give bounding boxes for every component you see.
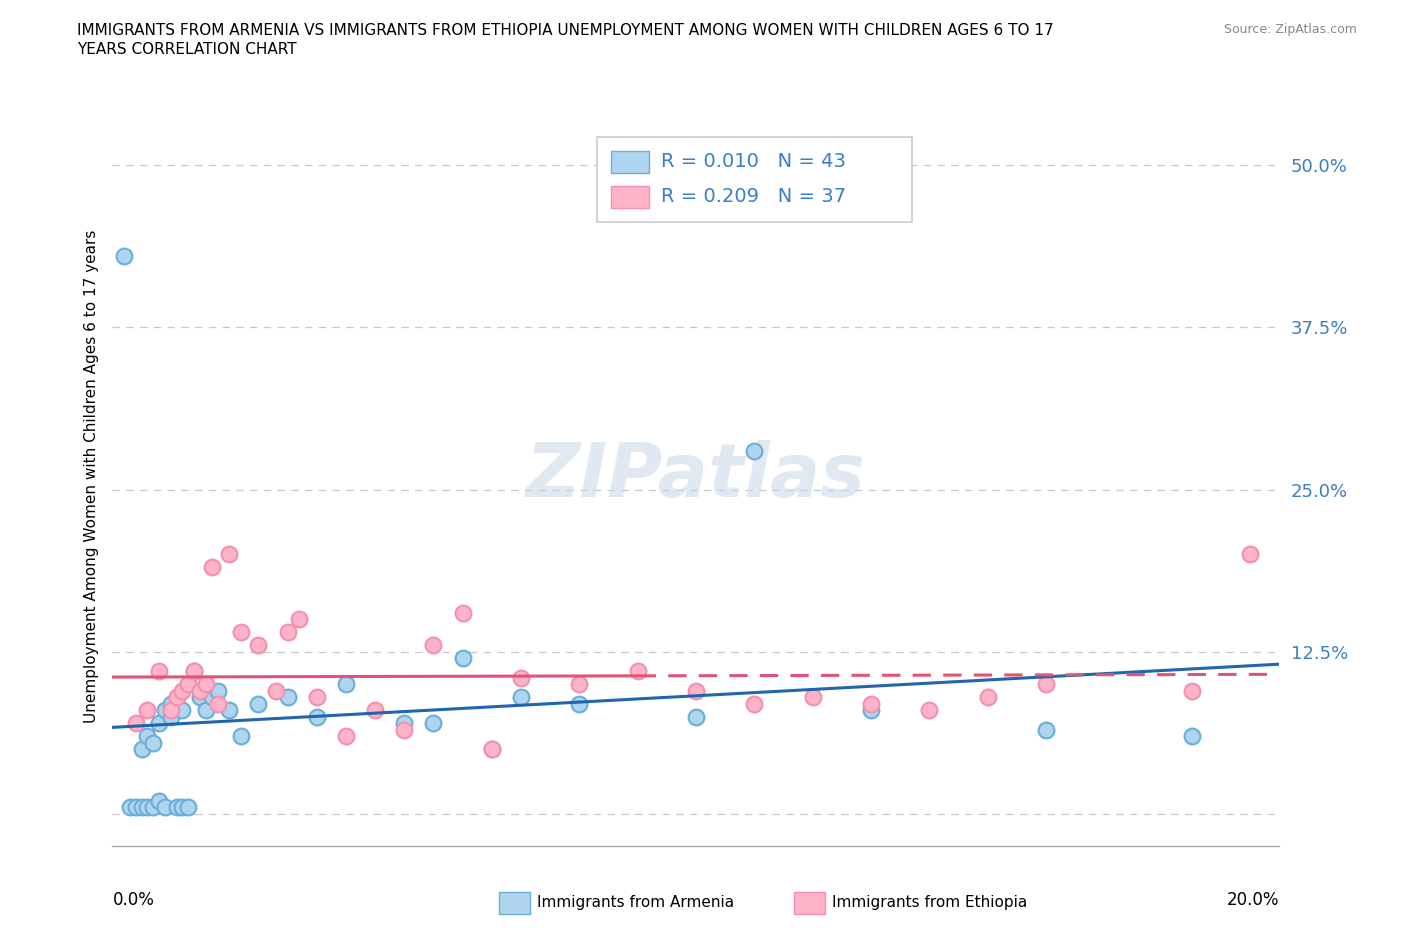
Point xyxy=(918,703,941,718)
Point xyxy=(801,690,824,705)
Point xyxy=(394,716,416,731)
Point xyxy=(860,703,883,718)
Point xyxy=(451,651,474,666)
Point xyxy=(394,722,416,737)
Point xyxy=(247,697,270,711)
Point xyxy=(229,625,252,640)
Point xyxy=(172,703,194,718)
Point xyxy=(481,741,503,756)
Point xyxy=(742,444,765,458)
Point xyxy=(142,800,165,815)
Point xyxy=(188,684,211,698)
Point xyxy=(742,697,765,711)
Point xyxy=(118,800,141,815)
Point xyxy=(218,703,240,718)
Point xyxy=(229,728,252,743)
Point xyxy=(160,703,183,718)
Point xyxy=(188,690,211,705)
Text: R = 0.209   N = 37: R = 0.209 N = 37 xyxy=(661,187,846,206)
Bar xyxy=(610,186,650,208)
Point xyxy=(481,741,503,756)
Point xyxy=(422,716,444,731)
Point xyxy=(276,690,298,705)
Point xyxy=(177,677,200,692)
Point xyxy=(172,800,194,815)
Point xyxy=(218,547,240,562)
Point xyxy=(1239,547,1261,562)
Point xyxy=(509,671,531,685)
Point xyxy=(860,697,883,711)
Text: IMMIGRANTS FROM ARMENIA VS IMMIGRANTS FROM ETHIOPIA UNEMPLOYMENT AMONG WOMEN WIT: IMMIGRANTS FROM ARMENIA VS IMMIGRANTS FR… xyxy=(77,23,1054,38)
Point xyxy=(264,684,287,698)
Text: Immigrants from Ethiopia: Immigrants from Ethiopia xyxy=(832,895,1028,910)
Point xyxy=(568,697,591,711)
Point xyxy=(183,664,205,679)
Point xyxy=(160,697,183,711)
Point xyxy=(125,800,148,815)
Point xyxy=(976,690,998,705)
Point xyxy=(451,605,474,620)
Point xyxy=(207,697,229,711)
Point xyxy=(685,710,707,724)
Point xyxy=(422,638,444,653)
Point xyxy=(136,728,159,743)
Point xyxy=(160,710,183,724)
Point xyxy=(335,728,357,743)
Point xyxy=(247,638,270,653)
Text: 20.0%: 20.0% xyxy=(1227,891,1279,909)
Point xyxy=(153,703,176,718)
Point xyxy=(364,703,387,718)
Point xyxy=(148,716,170,731)
Point xyxy=(1181,684,1204,698)
Text: R = 0.010   N = 43: R = 0.010 N = 43 xyxy=(661,153,846,171)
Point xyxy=(509,690,531,705)
Point xyxy=(131,741,153,756)
Point xyxy=(194,703,217,718)
Point xyxy=(142,735,165,750)
Point xyxy=(136,703,159,718)
Bar xyxy=(596,137,912,221)
Point xyxy=(627,664,650,679)
Point xyxy=(1035,722,1057,737)
Text: Immigrants from Armenia: Immigrants from Armenia xyxy=(537,895,734,910)
Point xyxy=(201,560,224,575)
Point xyxy=(305,690,328,705)
Bar xyxy=(610,152,650,174)
Point xyxy=(177,800,200,815)
Point xyxy=(166,800,188,815)
Text: ZIPatlas: ZIPatlas xyxy=(526,440,866,513)
Point xyxy=(568,677,591,692)
Point xyxy=(131,800,153,815)
Text: YEARS CORRELATION CHART: YEARS CORRELATION CHART xyxy=(77,42,297,57)
Y-axis label: Unemployment Among Women with Children Ages 6 to 17 years: Unemployment Among Women with Children A… xyxy=(83,230,98,724)
Point xyxy=(136,800,159,815)
Point xyxy=(153,800,176,815)
Point xyxy=(125,716,148,731)
Point xyxy=(183,664,205,679)
Point xyxy=(201,690,224,705)
Point xyxy=(112,248,135,263)
Point xyxy=(207,684,229,698)
Point xyxy=(177,677,200,692)
Point xyxy=(148,664,170,679)
Point xyxy=(305,710,328,724)
Text: 0.0%: 0.0% xyxy=(112,891,155,909)
Point xyxy=(172,684,194,698)
Point xyxy=(148,793,170,808)
Point xyxy=(1035,677,1057,692)
Point xyxy=(166,690,188,705)
Point xyxy=(288,612,311,627)
Point xyxy=(166,690,188,705)
Point xyxy=(194,677,217,692)
Point xyxy=(276,625,298,640)
Point xyxy=(685,684,707,698)
Text: Source: ZipAtlas.com: Source: ZipAtlas.com xyxy=(1223,23,1357,36)
Point xyxy=(1181,728,1204,743)
Point xyxy=(335,677,357,692)
